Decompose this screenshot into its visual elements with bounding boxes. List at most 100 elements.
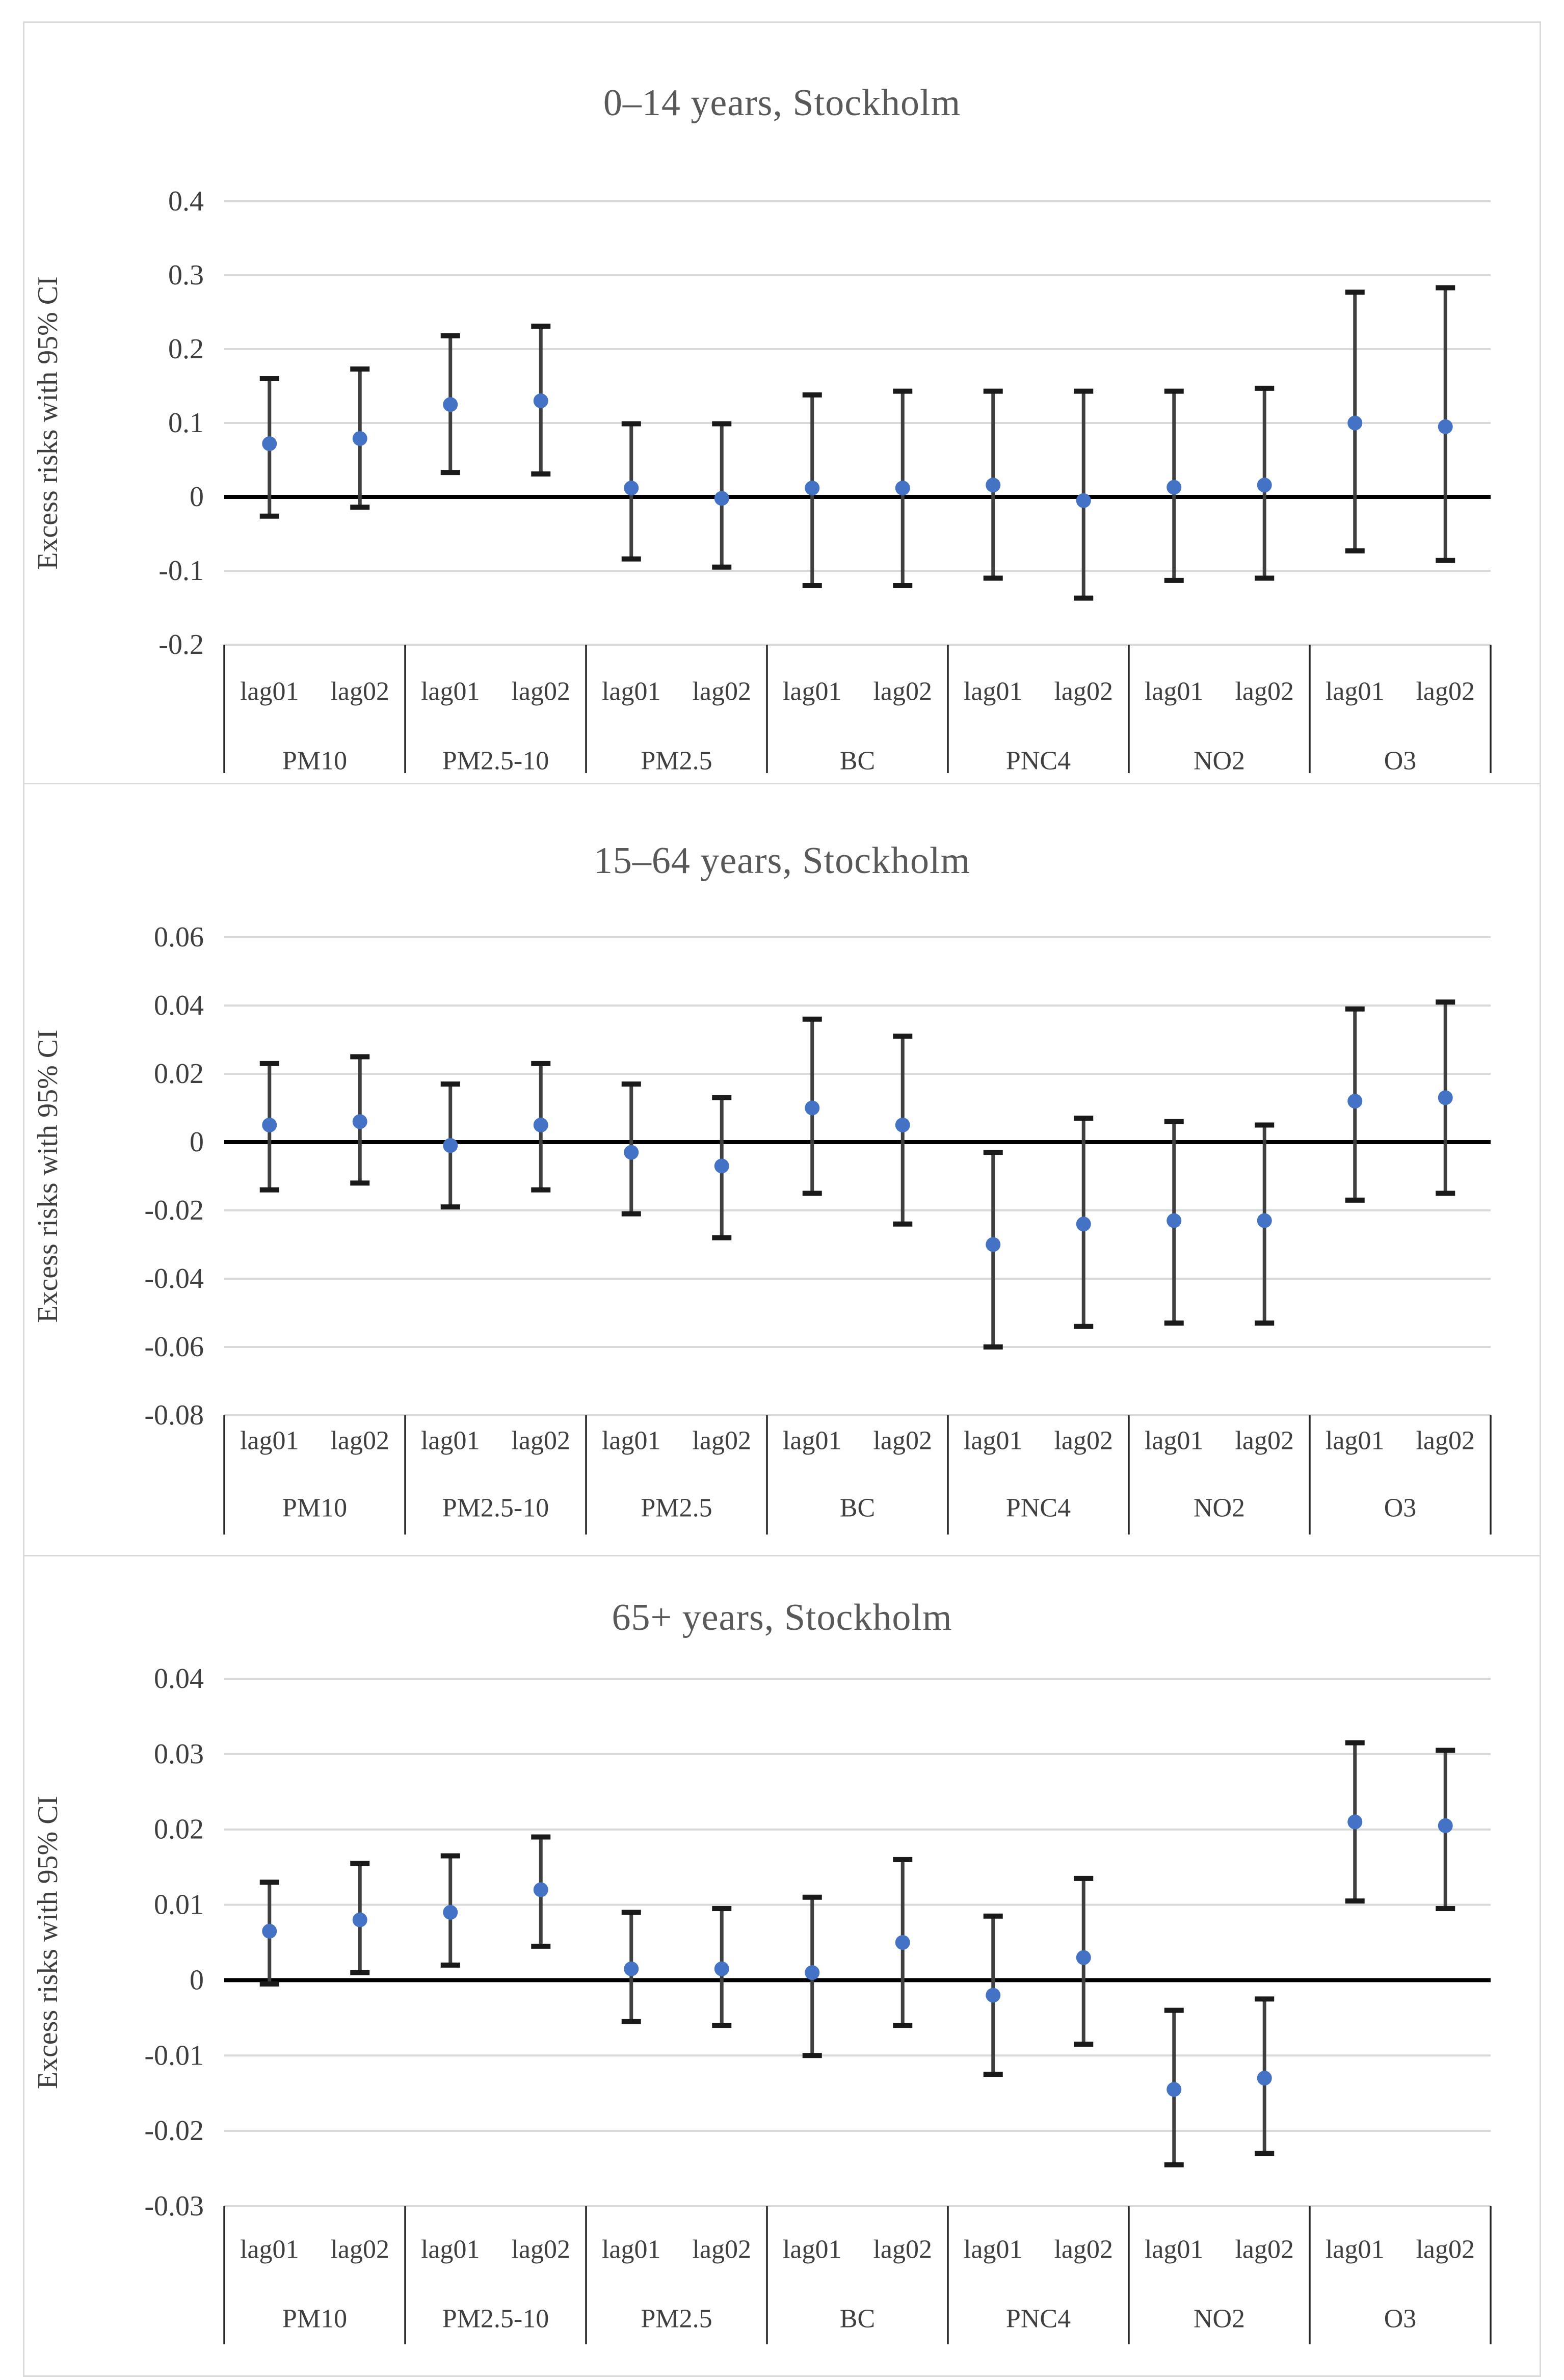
x-axis-pollutant-label: BC [840, 2305, 875, 2334]
x-axis-lag-label: lag01 [1145, 677, 1204, 706]
x-axis-lag-label: lag02 [692, 677, 751, 706]
x-axis-lag-label: lag01 [1326, 1426, 1385, 1456]
chart-title: 0–14 years, Stockholm [603, 82, 961, 124]
errorbar-PM10-lag02 [350, 1054, 370, 1186]
data-point-marker [443, 1905, 458, 1920]
x-axis-lag-label: lag01 [1326, 2235, 1385, 2264]
x-axis-pollutant-label: NO2 [1194, 747, 1245, 776]
errorbar-PM2.5-10-lag02 [531, 1061, 551, 1193]
x-axis-lag-label: lag01 [240, 1426, 299, 1456]
data-point-marker [1438, 1090, 1453, 1105]
x-axis-lag-label: lag02 [330, 2235, 389, 2264]
errorbar-BC-lag01 [802, 1016, 822, 1196]
x-axis-pollutant-label: PM2.5 [641, 2305, 712, 2334]
y-axis-tick-label: -0.02 [144, 2115, 204, 2147]
errorbar-PM10-lag01 [259, 376, 279, 519]
x-axis-lag-label: lag02 [330, 677, 389, 706]
x-axis-pollutant-label: PM2.5 [641, 1494, 712, 1523]
chart-title: 65+ years, Stockholm [612, 1597, 952, 1638]
errorbar-PM2.5-lag01 [621, 421, 641, 562]
errorbar-PM2.5-10-lag01 [440, 1081, 460, 1210]
y-axis-tick-label: 0.02 [154, 1814, 204, 1845]
x-axis-pollutant-label: PM2.5-10 [442, 2305, 549, 2334]
x-axis-pollutant-label: PNC4 [1006, 1494, 1071, 1523]
y-axis-tick-label: -0.03 [144, 2190, 204, 2222]
x-axis-lag-label: lag02 [1054, 677, 1113, 706]
errorbar-PNC4-lag01 [983, 388, 1003, 581]
errorbar-NO2-lag01 [1164, 1119, 1184, 1326]
data-point-marker [262, 1118, 277, 1132]
data-point-marker [624, 1961, 639, 1976]
y-axis-tick-label: -0.08 [144, 1399, 204, 1431]
errorbar-NO2-lag01 [1164, 2007, 1184, 2167]
x-axis-pollutant-label: NO2 [1194, 2305, 1245, 2334]
y-axis-tick-label: 0.4 [168, 186, 204, 217]
chart-panel-15-64-years: 15–64 years, Stockholm 0.06 0.04 0.02 0 -0.0… [23, 783, 1541, 1556]
data-point-marker [352, 1912, 367, 1927]
x-axis-lag-label: lag02 [1054, 2235, 1113, 2264]
y-axis-tick-label: 0.06 [154, 921, 204, 953]
x-axis-lag-label: lag02 [1416, 2235, 1475, 2264]
errorbar-PM2.5-lag02 [712, 1906, 732, 2028]
data-point-marker [1438, 1818, 1453, 1833]
y-axis-tick-label: 0.2 [168, 333, 204, 365]
errorbar-O3-lag02 [1436, 285, 1455, 563]
x-axis-lag-label: lag01 [240, 677, 299, 706]
x-axis-lag-label: lag01 [421, 2235, 480, 2264]
errorbar-chart-svg: 0.04 0.03 0.02 0.01 0 -0.01 -0.02 -0.03 Excess r… [32, 1663, 1492, 2344]
data-point-marker [714, 491, 729, 506]
x-axis-pollutant-label: PM10 [282, 2305, 347, 2334]
errorbar-chart-svg: 0.4 0.3 0.2 0.1 0 -0.1 -0.2 Excess risks with 9… [32, 186, 1492, 776]
data-point-marker [443, 1138, 458, 1153]
data-point-marker [1347, 1094, 1363, 1109]
data-point-marker [805, 481, 820, 496]
errorbar-PM2.5-10-lag01 [440, 333, 460, 475]
data-point-marker [1257, 478, 1272, 493]
chart-plot-area: 0.4 0.3 0.2 0.1 0 -0.1 -0.2 Excess risks with 9… [24, 23, 1540, 783]
y-axis-tick-label: -0.1 [158, 555, 204, 587]
x-axis-pollutant-label: O3 [1384, 1494, 1417, 1523]
data-point-marker [1167, 2082, 1182, 2097]
y-axis-tick-label: -0.01 [144, 2040, 204, 2071]
data-point-marker [352, 1114, 367, 1129]
errorbar-O3-lag01 [1345, 289, 1365, 553]
y-axis-tick-label: 0 [190, 1126, 204, 1158]
x-axis-lag-label: lag02 [1416, 1426, 1475, 1456]
y-axis-title: Excess risks with 95% CI [32, 1796, 64, 2090]
data-point-marker [895, 1935, 910, 1950]
errorbar-NO2-lag01 [1164, 388, 1184, 583]
data-point-marker [1438, 419, 1453, 434]
errorbar-PM2.5-10-lag02 [531, 1834, 551, 1949]
x-axis-lag-label: lag01 [783, 1426, 842, 1456]
x-axis-pollutant-label: NO2 [1194, 1494, 1245, 1523]
data-point-marker [1257, 2071, 1272, 2086]
errorbar-PM2.5-lag01 [621, 1910, 641, 2024]
x-axis-lag-label: lag02 [1416, 677, 1475, 706]
x-axis-lag-label: lag01 [964, 2235, 1023, 2264]
y-axis-tick-label: 0.04 [154, 1663, 204, 1695]
errorbar-PM10-lag02 [350, 1861, 370, 1975]
errorbar-PM10-lag01 [259, 1880, 279, 1987]
errorbar-BC-lag01 [802, 392, 822, 588]
y-axis-tick-label: 0.01 [154, 1889, 204, 1921]
data-point-marker [352, 431, 367, 446]
data-point-marker [895, 481, 910, 496]
x-axis-pollutant-label: O3 [1384, 2305, 1417, 2334]
data-point-marker [1347, 1814, 1363, 1830]
x-axis-lag-label: lag02 [330, 1426, 389, 1456]
y-axis-tick-label: -0.2 [158, 629, 204, 660]
x-axis-pollutant-label: PM2.5-10 [442, 1494, 549, 1523]
errorbar-PM2.5-10-lag02 [531, 324, 551, 477]
x-axis-pollutant-label: PNC4 [1006, 2305, 1071, 2334]
data-point-marker [986, 478, 1001, 493]
data-point-marker [1257, 1213, 1272, 1228]
data-point-marker [714, 1158, 729, 1174]
x-axis-pollutant-label: PM2.5 [641, 747, 712, 776]
data-point-marker [262, 436, 277, 452]
y-axis-title: Excess risks with 95% CI [32, 276, 64, 570]
errorbar-PNC4-lag01 [983, 1913, 1003, 2077]
x-axis-lag-label: lag01 [602, 677, 661, 706]
data-point-marker [262, 1923, 277, 1939]
errorbar-PNC4-lag02 [1074, 388, 1094, 601]
errorbar-O3-lag02 [1436, 999, 1455, 1196]
